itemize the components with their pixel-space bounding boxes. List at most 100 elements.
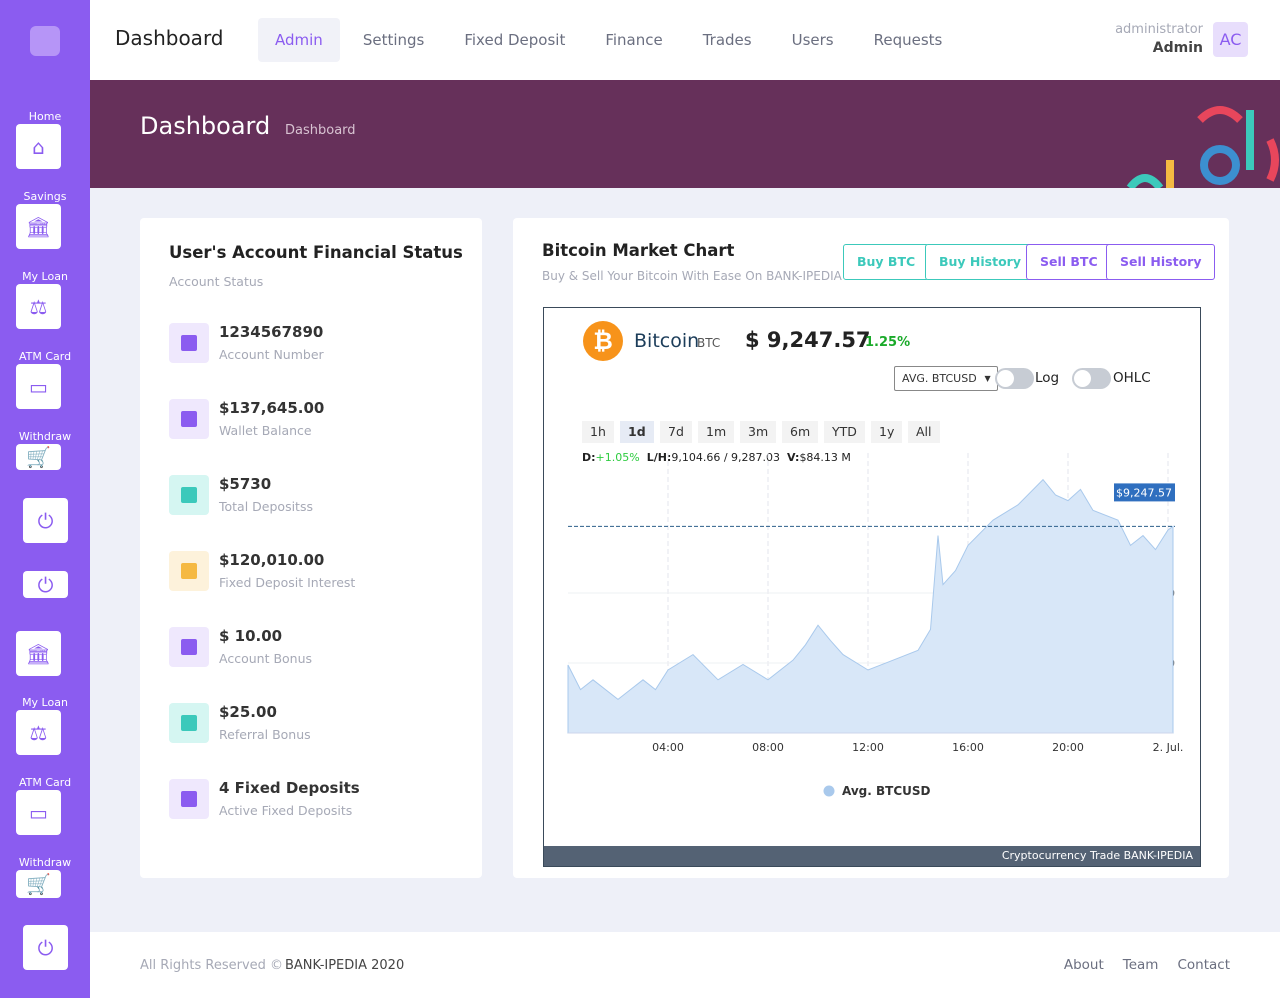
item-label: Wallet Balance	[219, 423, 312, 438]
icon-glyph	[181, 335, 197, 351]
nav-item[interactable]: Fixed Deposit	[464, 31, 566, 49]
range-button[interactable]: 6m	[782, 421, 819, 443]
range-button[interactable]: 3m	[740, 421, 777, 443]
sidebar-button[interactable]: ⚖	[16, 710, 61, 755]
account-card: User's Account Financial Status Account …	[140, 218, 482, 878]
account-item: $120,010.00 Fixed Deposit Interest	[169, 551, 459, 595]
banner: Dashboard Dashboard	[90, 80, 1280, 188]
brand: BANK-IPEDIA 2020	[285, 958, 405, 973]
copyright: All Rights Reserved ©	[140, 958, 284, 973]
toggle-ohlc[interactable]	[1072, 368, 1111, 389]
icon-glyph	[181, 791, 197, 807]
account-subtitle: Account Status	[169, 274, 264, 289]
sidebar-button[interactable]: 🛒	[16, 444, 61, 470]
icon-glyph	[181, 715, 197, 731]
item-icon	[169, 551, 209, 591]
icon-glyph	[181, 411, 197, 427]
avatar[interactable]: AC	[1213, 22, 1248, 57]
power-button[interactable]: ⏻	[23, 925, 68, 970]
footer-link[interactable]: About	[1063, 957, 1104, 973]
coin-change: 1.25%	[865, 335, 911, 350]
sidebar-label: Savings	[23, 190, 67, 203]
sidebar: Home ⌂ Savings 🏛 My Loan ⚖ ATM Card ▭ Withdraw 🛒 ⏻…	[0, 0, 90, 998]
item-label: Active Fixed Deposits	[219, 803, 353, 818]
icon: 🏛	[25, 214, 52, 239]
action-button[interactable]: Buy BTC	[843, 244, 930, 280]
x-tick-label: 08:00	[752, 741, 784, 754]
range-button[interactable]: 7d	[660, 421, 692, 443]
sidebar-label: Home	[28, 110, 62, 123]
range-button[interactable]: 1d	[620, 421, 654, 443]
power-button[interactable]: ⏻	[23, 498, 68, 543]
sidebar-button[interactable]: ⚖	[16, 284, 61, 329]
sidebar-button[interactable]: ▭	[16, 364, 61, 409]
range-button[interactable]: All	[908, 421, 940, 443]
sidebar-button[interactable]: ▭	[16, 790, 61, 835]
item-icon	[169, 779, 209, 819]
coin-name: Bitcoin	[634, 330, 700, 352]
item-icon	[169, 703, 209, 743]
item-label: Account Number	[219, 347, 324, 362]
range-button[interactable]: 1h	[582, 421, 614, 443]
action-button[interactable]: Sell History	[1106, 244, 1216, 280]
footer-link[interactable]: Contact	[1177, 957, 1230, 973]
sidebar-label: My Loan	[22, 270, 68, 283]
sidebar-label: Withdraw	[18, 430, 72, 443]
stats: D:+1.05% L/H:9,104.66 / 9,287.03 V:$84.1…	[582, 451, 851, 464]
power-button[interactable]: ⏻	[23, 571, 68, 598]
item-icon	[169, 399, 209, 439]
sidebar-button[interactable]: 🏛	[16, 204, 61, 249]
dropdown-label: AVG. BTCUSD	[902, 372, 977, 385]
account-title: User's Account Financial Status	[169, 243, 463, 262]
range-button[interactable]: YTD	[824, 421, 865, 443]
sidebar-label: Withdraw	[18, 856, 72, 869]
icon: ⌂	[32, 134, 45, 159]
icon: ▭	[29, 374, 48, 399]
icon: 🛒	[26, 445, 51, 469]
sidebar-button[interactable]: 🛒	[16, 870, 61, 898]
x-tick-label: 20:00	[1052, 741, 1084, 754]
stat-value: $84.13 M	[799, 451, 851, 464]
item-value: $5730	[219, 475, 272, 493]
nav-item[interactable]: Users	[791, 31, 834, 49]
chart-widget: ₿ Bitcoin BTC $ 9,247.57 1.25% AVG. BTCU…	[543, 307, 1201, 867]
sidebar-button[interactable]: 🏛	[16, 631, 61, 676]
nav-item[interactable]: Requests	[873, 31, 943, 49]
item-icon	[169, 323, 209, 363]
icon: ⏻	[37, 508, 54, 533]
item-value: 1234567890	[219, 323, 324, 341]
account-item: $ 10.00 Account Bonus	[169, 627, 459, 671]
sidebar-button[interactable]: ⌂	[16, 124, 61, 169]
nav-item[interactable]: Finance	[605, 31, 663, 49]
item-value: $25.00	[219, 703, 277, 721]
icon: ⚖	[29, 294, 48, 319]
stat-key: V:	[787, 451, 800, 464]
nav-item[interactable]: Admin	[258, 18, 340, 62]
footer-link[interactable]: Team	[1122, 957, 1159, 973]
legend-marker	[823, 785, 835, 797]
banner-title: Dashboard	[140, 112, 271, 140]
decoration	[1126, 106, 1279, 188]
icon: ▭	[29, 800, 48, 825]
nav-item[interactable]: Trades	[702, 31, 752, 49]
nav-item[interactable]: Settings	[362, 31, 425, 49]
sidebar-label: My Loan	[22, 696, 68, 709]
item-value: $137,645.00	[219, 399, 325, 417]
x-tick-label: 2. Jul.	[1153, 741, 1184, 754]
toggle-log[interactable]	[995, 368, 1034, 389]
item-value: $ 10.00	[219, 627, 283, 645]
stat-key: L/H:	[646, 451, 672, 464]
market-subtitle: Buy & Sell Your Bitcoin With Ease On BAN…	[542, 269, 842, 283]
action-button[interactable]: Buy History	[925, 244, 1035, 280]
range-button[interactable]: 1y	[871, 421, 903, 443]
icon: ⏻	[37, 935, 54, 960]
x-tick-label: 04:00	[652, 741, 684, 754]
action-button[interactable]: Sell BTC	[1026, 244, 1112, 280]
icon: ⏻	[37, 572, 54, 597]
caret: ▼	[984, 374, 991, 383]
range-button[interactable]: 1m	[698, 421, 735, 443]
item-value: $120,010.00	[219, 551, 325, 569]
coin-price: $ 9,247.57	[745, 328, 871, 352]
